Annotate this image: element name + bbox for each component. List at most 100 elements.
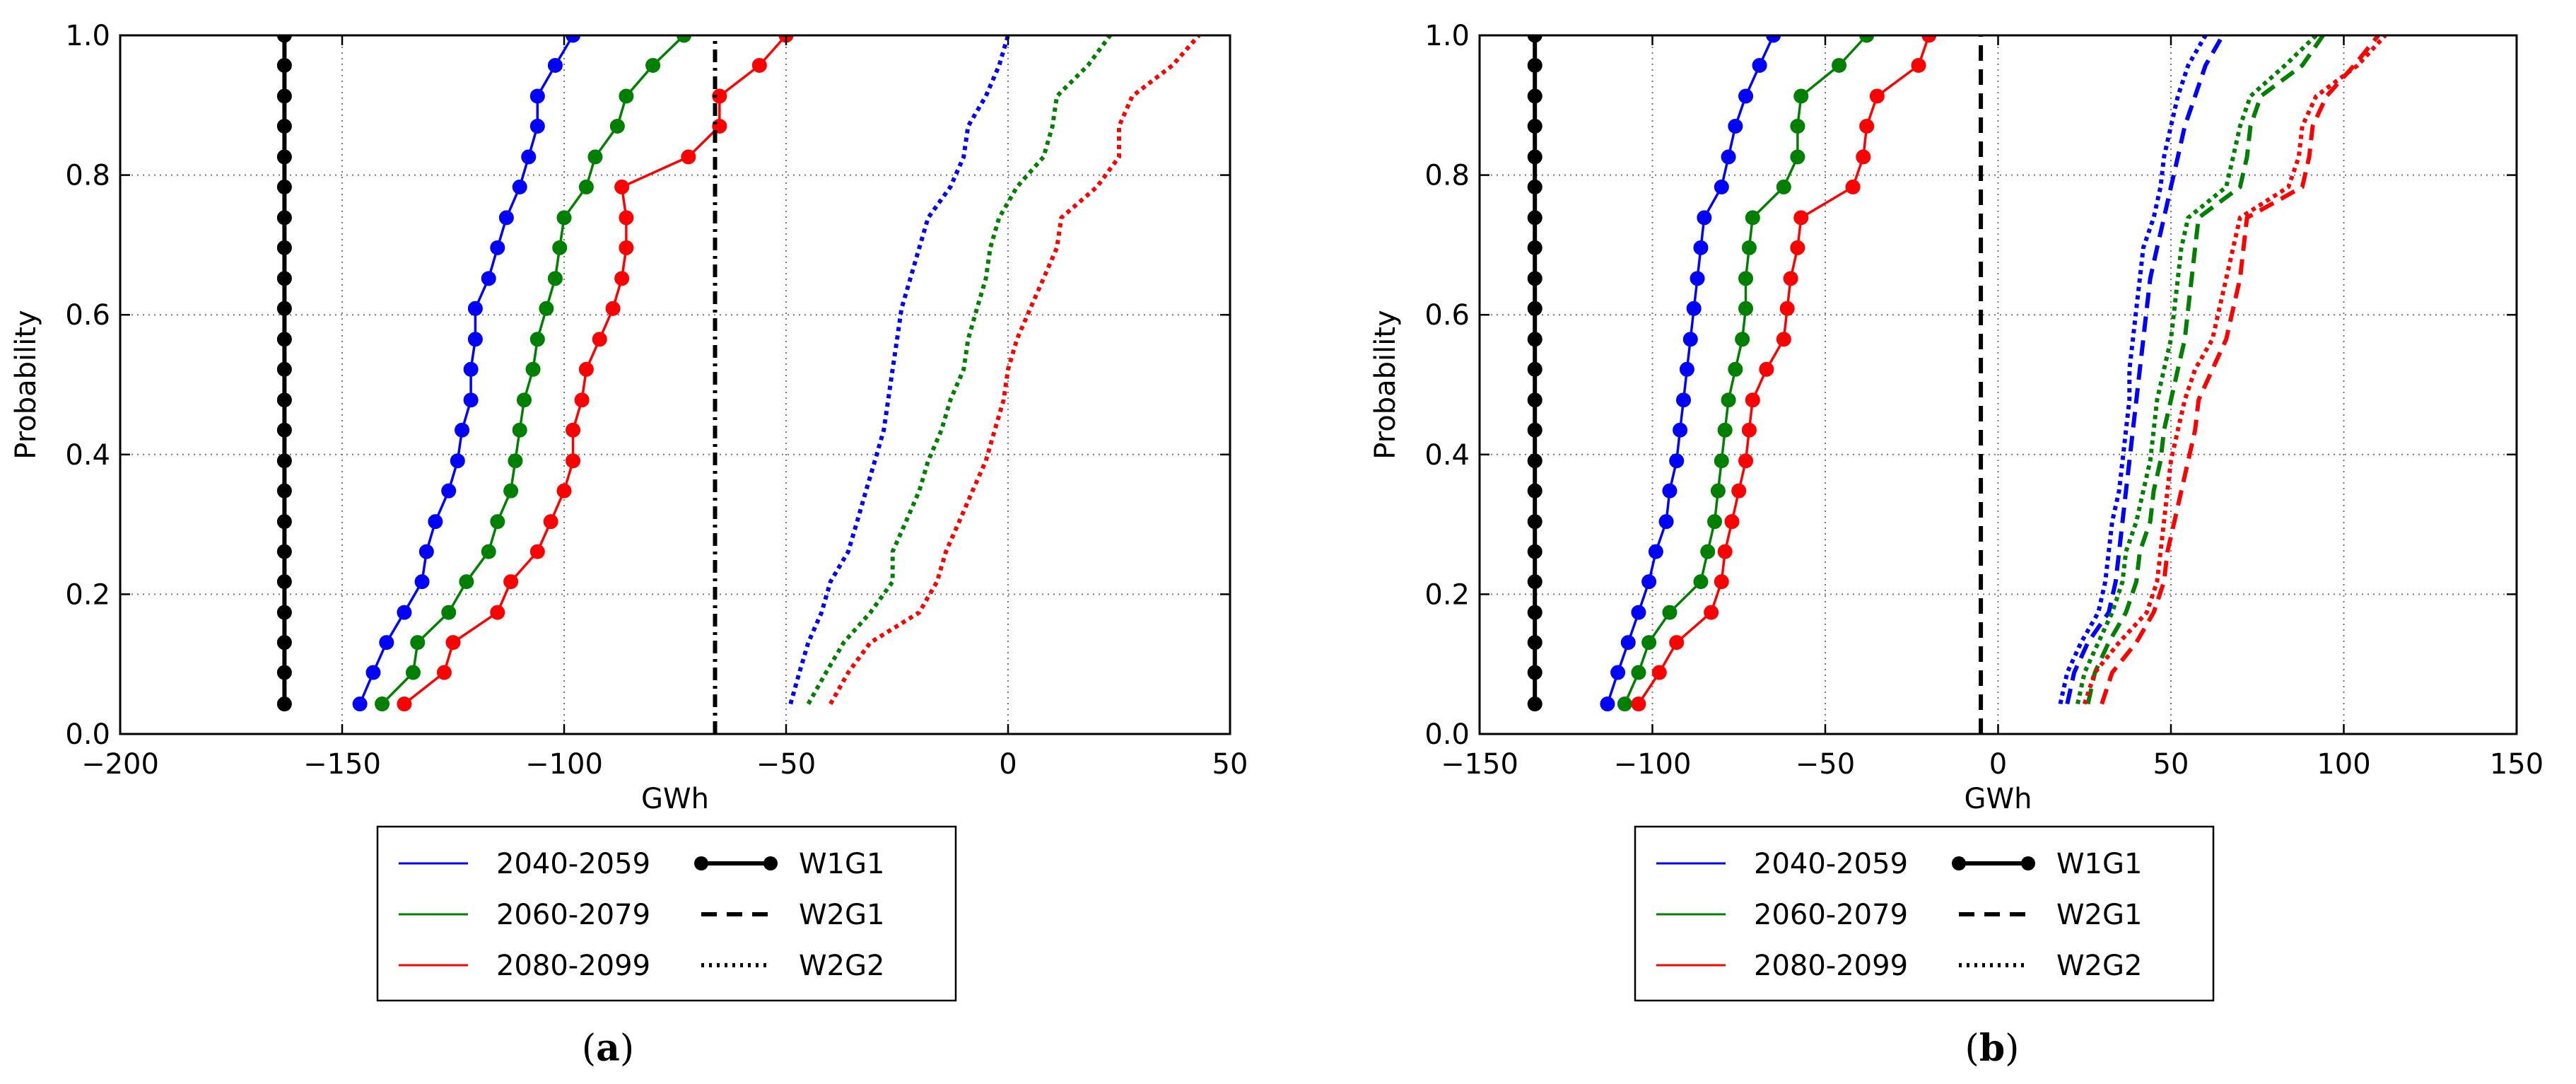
baseline-marker bbox=[1527, 118, 1542, 134]
data-point bbox=[1741, 422, 1757, 438]
data-point bbox=[498, 210, 514, 226]
baseline-marker bbox=[1527, 453, 1542, 469]
data-point bbox=[1704, 605, 1719, 620]
data-point bbox=[578, 361, 594, 377]
data-point bbox=[614, 271, 630, 286]
x-tick-label: −100 bbox=[1614, 748, 1692, 781]
x-tick-label: −100 bbox=[525, 748, 603, 781]
data-point bbox=[1776, 332, 1791, 347]
data-point bbox=[405, 665, 421, 680]
legend-label: W1G1 bbox=[799, 848, 884, 880]
y-tick-label: 0.6 bbox=[1424, 299, 1470, 332]
data-point bbox=[1793, 210, 1809, 226]
baseline-marker bbox=[276, 605, 292, 620]
baseline-marker bbox=[1527, 514, 1542, 530]
data-point bbox=[1724, 514, 1740, 530]
data-point bbox=[397, 697, 412, 712]
panel-b: −150 −100 −50 0 50 100 150 0.0 0.2 0.4 0.6 0.8 1.0 GW… bbox=[1369, 20, 2543, 1070]
data-point bbox=[1738, 88, 1754, 104]
data-point bbox=[441, 483, 457, 499]
data-point bbox=[1697, 210, 1712, 226]
y-tick-label: 1.0 bbox=[65, 20, 110, 52]
baseline-marker bbox=[276, 301, 292, 316]
data-point bbox=[418, 544, 434, 559]
baseline-marker bbox=[1527, 57, 1542, 73]
data-point bbox=[1717, 544, 1733, 559]
data-point bbox=[552, 240, 568, 255]
legend-marker bbox=[2021, 856, 2035, 870]
data-point bbox=[481, 544, 496, 559]
data-point bbox=[455, 422, 470, 438]
plot-area bbox=[1527, 35, 2387, 734]
data-point bbox=[365, 665, 381, 680]
data-point bbox=[521, 149, 537, 165]
data-point bbox=[1669, 635, 1685, 651]
data-point bbox=[512, 422, 527, 438]
data-point bbox=[619, 88, 634, 104]
baseline-marker bbox=[1527, 179, 1542, 194]
data-point bbox=[1648, 544, 1663, 559]
data-point bbox=[1911, 57, 1926, 73]
data-point bbox=[512, 179, 527, 194]
y-tick-label: 0.4 bbox=[1424, 439, 1470, 472]
panel-caption: (a) bbox=[582, 1027, 634, 1070]
data-point bbox=[609, 118, 625, 134]
baseline-marker bbox=[1527, 149, 1542, 165]
data-point bbox=[1859, 35, 1875, 43]
data-point bbox=[490, 240, 505, 255]
y-tick-label: 0.6 bbox=[65, 299, 110, 332]
baseline-marker bbox=[276, 210, 292, 226]
data-point bbox=[677, 35, 692, 43]
data-point bbox=[1869, 88, 1885, 104]
data-point bbox=[1693, 240, 1709, 255]
data-point bbox=[1856, 149, 1871, 165]
data-point bbox=[503, 483, 519, 499]
data-point bbox=[712, 88, 727, 104]
x-tick-label: −50 bbox=[1796, 748, 1855, 781]
legend-label: W2G2 bbox=[799, 950, 884, 982]
baseline-marker bbox=[276, 635, 292, 651]
data-point bbox=[445, 635, 461, 651]
x-tick-label: −50 bbox=[756, 748, 816, 781]
data-point bbox=[1631, 605, 1646, 620]
data-point bbox=[529, 88, 545, 104]
baseline-marker bbox=[276, 422, 292, 438]
data-point bbox=[1745, 392, 1760, 408]
data-point bbox=[1690, 271, 1705, 286]
x-axis-label: GWh bbox=[1965, 783, 2032, 815]
baseline-marker bbox=[276, 88, 292, 104]
data-point bbox=[547, 271, 563, 286]
y-tick-label: 0.8 bbox=[1424, 160, 1470, 192]
legend-label: W1G1 bbox=[2056, 848, 2142, 880]
data-point bbox=[1600, 697, 1615, 712]
baseline-marker bbox=[276, 35, 292, 43]
data-point bbox=[1745, 210, 1760, 226]
legend-label: W2G1 bbox=[2056, 899, 2142, 931]
data-point bbox=[1752, 57, 1767, 73]
data-point bbox=[1776, 179, 1791, 194]
data-point bbox=[566, 422, 581, 438]
data-point bbox=[1735, 332, 1750, 347]
data-point bbox=[1783, 271, 1798, 286]
data-point bbox=[1700, 544, 1716, 559]
data-point bbox=[1721, 392, 1736, 408]
data-point bbox=[587, 149, 603, 165]
data-point bbox=[1714, 453, 1729, 469]
data-point bbox=[1714, 574, 1729, 590]
data-point bbox=[543, 514, 558, 530]
data-point bbox=[1617, 697, 1632, 712]
data-point bbox=[463, 361, 479, 377]
data-point bbox=[574, 392, 590, 408]
baseline-marker bbox=[1527, 210, 1542, 226]
data-point bbox=[556, 210, 572, 226]
panel-a: −200 −150 −100 −50 0 50 0.0 0.2 0.4 0.6 0.8 1.0 GWh P… bbox=[10, 20, 1248, 1070]
legend-label: 2040-2059 bbox=[496, 848, 650, 880]
y-tick-label: 0.2 bbox=[1424, 578, 1470, 611]
data-point bbox=[508, 453, 523, 469]
data-point bbox=[619, 210, 634, 226]
data-point bbox=[1717, 422, 1733, 438]
baseline-marker bbox=[276, 332, 292, 347]
baseline-marker bbox=[276, 453, 292, 469]
data-point bbox=[566, 35, 581, 43]
baseline-marker bbox=[276, 574, 292, 590]
